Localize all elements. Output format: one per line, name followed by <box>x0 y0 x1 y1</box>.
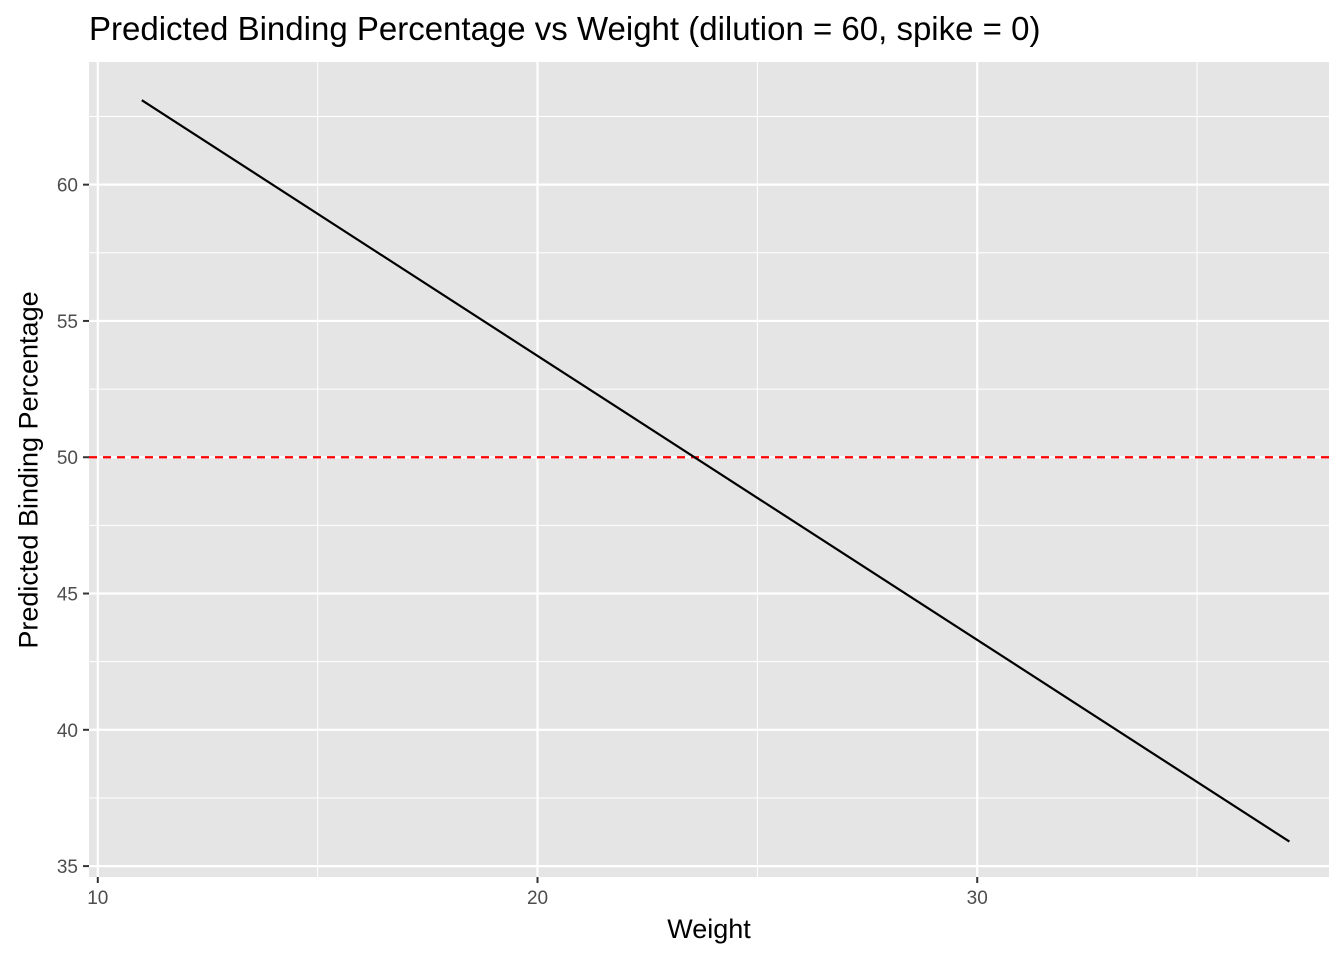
y-tick-label: 60 <box>57 176 78 197</box>
y-axis-label: Predicted Binding Percentage <box>13 291 44 649</box>
chart-title: Predicted Binding Percentage vs Weight (… <box>89 10 1041 47</box>
y-tick-label: 55 <box>57 312 78 333</box>
x-axis-label: Weight <box>667 914 751 944</box>
y-tick-label: 45 <box>57 585 78 606</box>
series-line <box>141 99 1290 843</box>
y-tick-label: 40 <box>57 721 78 742</box>
y-tick-label: 50 <box>57 448 78 469</box>
x-tick-label: 10 <box>87 888 108 909</box>
y-tick-label: 35 <box>57 857 78 878</box>
x-tick-label: 20 <box>527 888 548 909</box>
panel-background <box>89 62 1329 877</box>
x-tick-label: 30 <box>967 888 988 909</box>
